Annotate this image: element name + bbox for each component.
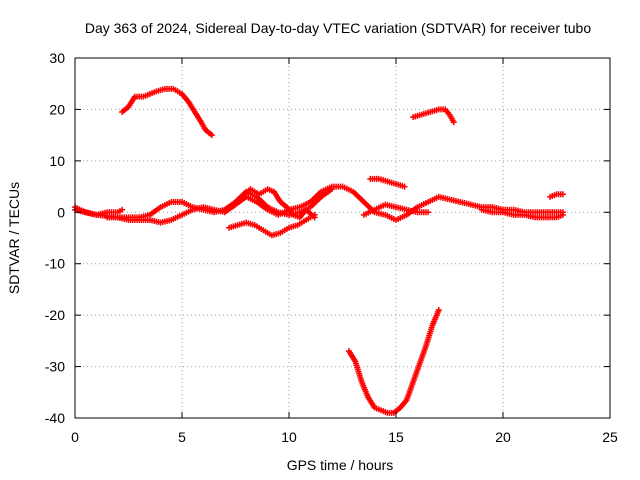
- data-point: [328, 186, 335, 193]
- data-point: [559, 211, 566, 218]
- series-segment-deep-dip: [345, 307, 442, 416]
- data-point: [435, 307, 442, 313]
- series-segment-late-spread: [478, 206, 566, 221]
- series-segment-morning-high: [119, 85, 215, 139]
- grid-lines: [75, 58, 610, 418]
- series-segment-late-night: [547, 191, 566, 200]
- data-point: [425, 209, 432, 216]
- y-tick-label: -40: [45, 410, 65, 426]
- data-point: [401, 183, 408, 190]
- y-tick-label: 20: [49, 101, 65, 117]
- data-point: [450, 119, 457, 126]
- series-segment-evening-high: [410, 106, 457, 126]
- x-tick-label: 25: [602, 429, 618, 445]
- series-segment-midday-high: [238, 186, 318, 221]
- x-tick-label: 15: [388, 429, 404, 445]
- y-axis-title: SDTVAR / TECUs: [6, 182, 22, 294]
- x-tick-label: 0: [71, 429, 79, 445]
- data-point: [208, 132, 215, 139]
- series-segment-evening-low: [360, 201, 432, 218]
- x-tick-label: 5: [178, 429, 186, 445]
- plot-frame: [74, 57, 611, 419]
- x-axis-title: GPS time / hours: [287, 457, 394, 473]
- y-tick-label: 0: [57, 204, 65, 220]
- data-point: [311, 214, 318, 221]
- y-tick-label: -30: [45, 359, 65, 375]
- x-tick-label: 10: [281, 429, 297, 445]
- y-tick-label: -10: [45, 256, 65, 272]
- series-segment-evening-mid: [367, 175, 408, 190]
- y-tick-label: 10: [49, 153, 65, 169]
- y-tick-label: 30: [49, 50, 65, 66]
- x-tick-label: 20: [495, 429, 511, 445]
- chart-title: Day 363 of 2024, Sidereal Day-to-day VTE…: [85, 20, 592, 36]
- series-segment-midday-low: [226, 211, 318, 239]
- data-point: [559, 191, 566, 198]
- data-series: [72, 85, 566, 416]
- data-point: [119, 206, 126, 213]
- series-main-track-b: [72, 183, 566, 226]
- y-tick-label: -20: [45, 307, 65, 323]
